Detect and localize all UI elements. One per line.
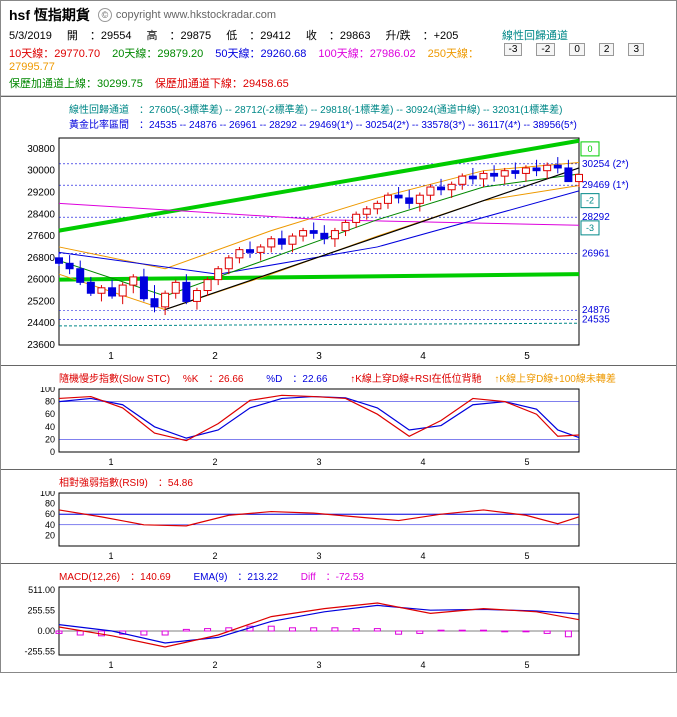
ohlc-row: 5/3/2019 開：29554 高：29875 低：29412 收：29863… (9, 27, 668, 43)
price-panel: 線性回歸通道：27605(-3標準差) -- 28712(-2標準差) -- 2… (1, 96, 676, 365)
svg-text:1: 1 (108, 457, 113, 467)
svg-text:511.00: 511.00 (28, 585, 55, 595)
deviation-btn-0[interactable]: 0 (569, 43, 585, 56)
svg-text:-2: -2 (586, 196, 594, 206)
svg-text:40: 40 (45, 422, 55, 432)
svg-text:26961: 26961 (582, 248, 610, 259)
svg-text:2: 2 (212, 551, 217, 561)
svg-text:30000: 30000 (27, 166, 55, 177)
svg-text:20: 20 (45, 530, 55, 540)
regression-label: 線性回歸通道 (502, 27, 568, 43)
macd-panel: MACD(12,26)：140.69 EMA(9)：213.22 Diff：-7… (1, 563, 676, 672)
macd-chart: -255.55 0.00 255.55 511.00 1 2 3 4 5 (9, 585, 649, 670)
stc-title: 隨機慢步指數(Slow STC) %K：26.66 (59, 374, 254, 385)
svg-text:4: 4 (420, 660, 425, 670)
svg-text:3: 3 (316, 351, 322, 362)
svg-text:29200: 29200 (27, 187, 55, 198)
svg-text:2: 2 (212, 660, 217, 670)
symbol-title: hsf 恆指期貨 (9, 5, 90, 25)
svg-text:5: 5 (524, 457, 529, 467)
svg-text:2: 2 (212, 351, 218, 362)
stc-chart: 0 20 40 60 80 100 1 2 3 4 5 (9, 387, 649, 467)
svg-text:24400: 24400 (27, 318, 55, 329)
svg-text:3: 3 (316, 551, 321, 561)
price-chart: 23600 24400 25200 26000 26800 27600 28400 29200… (9, 133, 649, 363)
svg-text:5: 5 (524, 351, 530, 362)
svg-text:4: 4 (420, 457, 425, 467)
stc-sig2: ↑K線上穿D線+100線未轉差 (494, 374, 615, 385)
ma10-label: 10天線：29770.70 (9, 48, 100, 60)
header: hsf 恆指期貨 copyright www.hkstockradar.com … (1, 1, 676, 96)
svg-text:1: 1 (108, 660, 113, 670)
rsi-title: 相對強弱指數(RSI9)：54.86 (59, 478, 203, 489)
svg-text:-3: -3 (586, 223, 594, 233)
svg-text:80: 80 (45, 499, 55, 509)
svg-text:28400: 28400 (27, 209, 55, 220)
svg-text:3: 3 (316, 660, 321, 670)
rsi-panel: 相對強弱指數(RSI9)：54.86 20406080100 1 2 3 4 5 (1, 469, 676, 563)
deviation-buttons: -3 -2 0 23 (504, 43, 657, 56)
svg-text:26000: 26000 (27, 275, 55, 286)
svg-text:3: 3 (316, 457, 321, 467)
svg-text:1: 1 (108, 351, 114, 362)
stc-panel: 隨機慢步指數(Slow STC) %K：26.66 %D：22.66 ↑K線上穿… (1, 365, 676, 469)
stc-sig1: ↑K線上穿D線+RSI在低位背馳 (350, 374, 481, 385)
svg-text:28292: 28292 (582, 212, 610, 223)
copyright: copyright www.hkstockradar.com (98, 8, 276, 22)
svg-text:-255.55: -255.55 (24, 646, 55, 656)
svg-text:0: 0 (587, 144, 592, 154)
svg-text:30254 (2*): 30254 (2*) (582, 159, 629, 170)
svg-text:4: 4 (420, 551, 425, 561)
svg-text:25200: 25200 (27, 296, 55, 307)
svg-text:0.00: 0.00 (37, 626, 55, 636)
chart-container: hsf 恆指期貨 copyright www.hkstockradar.com … (0, 0, 677, 673)
svg-text:20: 20 (45, 434, 55, 444)
svg-text:29469 (1*): 29469 (1*) (582, 180, 629, 191)
svg-text:80: 80 (45, 397, 55, 407)
boll_dn-label: 保歷加通道下線：29458.65 (155, 78, 289, 90)
svg-text:100: 100 (40, 491, 55, 498)
svg-text:2: 2 (212, 457, 217, 467)
stc-d: %D：22.66 (266, 374, 337, 385)
svg-text:26800: 26800 (27, 253, 55, 264)
ma100-label: 100天線：27986.02 (318, 48, 415, 60)
deviation-btn-3[interactable]: 3 (628, 43, 644, 56)
svg-text:100: 100 (40, 387, 55, 394)
macd-title: MACD(12,26)：140.69 (59, 572, 181, 583)
svg-text:60: 60 (45, 509, 55, 519)
svg-text:27600: 27600 (27, 231, 55, 242)
ma50-label: 50天線：29260.68 (215, 48, 306, 60)
boll_up-label: 保歷加通道上線：30299.75 (9, 78, 143, 90)
macd-ema: EMA(9)：213.22 (194, 572, 289, 583)
svg-text:0: 0 (50, 447, 55, 457)
svg-text:255.55: 255.55 (27, 606, 55, 616)
svg-text:24535: 24535 (582, 315, 610, 326)
svg-text:30800: 30800 (27, 144, 55, 155)
svg-text:23600: 23600 (27, 340, 55, 351)
macd-diff: Diff：-72.53 (301, 572, 374, 583)
golden-legend: 黃金比率區間：24535 -- 24876 -- 26961 -- 28292 … (69, 120, 587, 131)
deviation-btn-2[interactable]: 2 (599, 43, 615, 56)
svg-text:5: 5 (524, 660, 529, 670)
svg-text:40: 40 (45, 520, 55, 530)
regression-legend: 線性回歸通道：27605(-3標準差) -- 28712(-2標準差) -- 2… (69, 105, 572, 116)
deviation-btn--3[interactable]: -3 (504, 43, 523, 56)
deviation-btn--2[interactable]: -2 (536, 43, 555, 56)
boll-row: 保歷加通道上線：30299.75 保歷加通道下線：29458.65 (9, 75, 668, 91)
svg-text:5: 5 (524, 551, 529, 561)
svg-text:4: 4 (420, 351, 426, 362)
svg-text:60: 60 (45, 409, 55, 419)
svg-text:1: 1 (108, 551, 113, 561)
rsi-chart: 20406080100 1 2 3 4 5 (9, 491, 649, 561)
ma20-label: 20天線：29879.20 (112, 48, 203, 60)
